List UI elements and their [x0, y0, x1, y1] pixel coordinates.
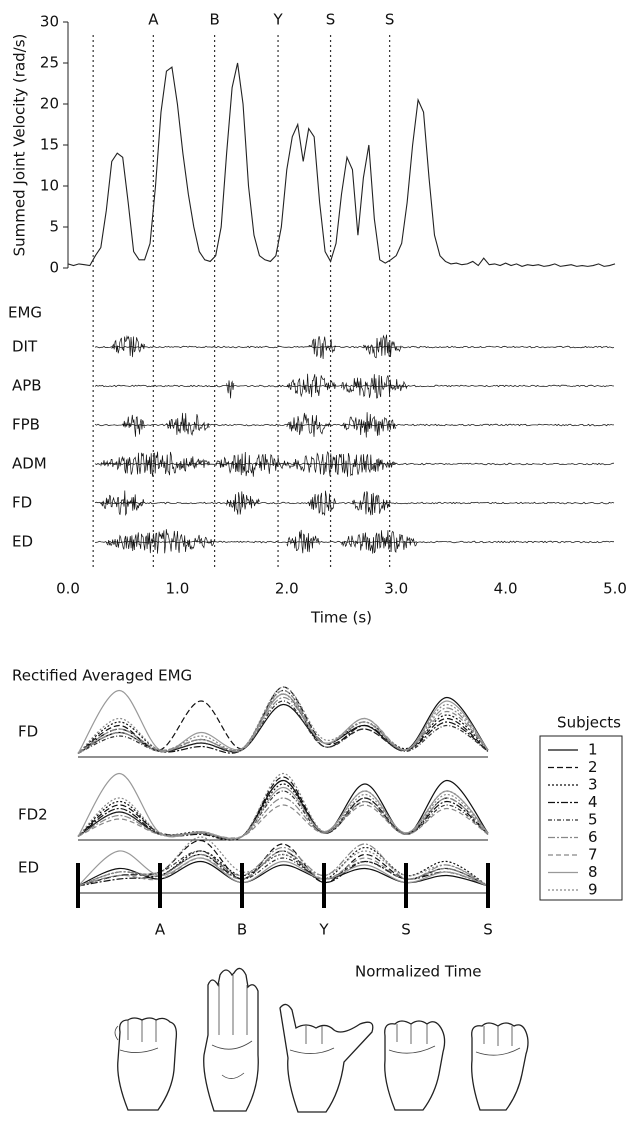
emg-row-label: APB	[12, 377, 42, 395]
y-tick-label: 20	[40, 95, 59, 113]
emg-baseline	[94, 501, 615, 505]
panel-label: FD	[18, 723, 38, 741]
subject-line	[77, 797, 489, 840]
subject-line	[77, 686, 489, 754]
emg-burst	[286, 412, 331, 437]
legend-label: 2	[588, 758, 598, 776]
velocity-line	[67, 62, 616, 267]
emg-row-label: FPB	[12, 416, 40, 434]
emg-burst	[100, 490, 145, 516]
segment-label: S	[401, 921, 411, 939]
event-label: Y	[272, 11, 283, 29]
emg-burst	[308, 336, 337, 360]
segment-label: B	[237, 921, 247, 939]
emg-burst	[122, 414, 145, 437]
legend-label: 4	[588, 793, 598, 811]
legend-title: Subjects	[557, 714, 621, 732]
emg-burst	[226, 380, 235, 399]
emg-row-label: DIT	[12, 338, 38, 356]
emg-burst	[286, 373, 336, 398]
y-tick-label: 15	[40, 136, 59, 154]
segment-label: A	[155, 921, 166, 939]
emg-burst	[105, 529, 216, 554]
emg-baseline	[94, 384, 615, 388]
subject-line	[77, 689, 489, 754]
subject-line	[77, 779, 489, 841]
emg-row-label: ADM	[12, 455, 47, 473]
y-tick-label: 10	[40, 177, 59, 195]
subject-line	[77, 696, 489, 755]
emg-burst	[215, 451, 287, 477]
emg-row-label: ED	[12, 533, 33, 551]
x-axis-label: Time (s)	[310, 609, 372, 627]
hand-s2	[471, 1022, 529, 1111]
x-tick-label: 2.0	[275, 580, 299, 598]
emg-burst	[111, 335, 145, 358]
subject-line	[77, 850, 489, 887]
event-label: S	[326, 11, 336, 29]
x-tick-label: 1.0	[165, 580, 189, 598]
emg-burst	[226, 491, 260, 515]
y-tick-label: 5	[49, 218, 59, 236]
emg-burst	[363, 334, 402, 359]
y-tick-label: 25	[40, 54, 59, 72]
emg-title: EMG	[8, 304, 42, 322]
y-tick-label: 0	[49, 259, 59, 277]
subject-line	[77, 850, 489, 887]
x-tick-label: 0.0	[56, 580, 80, 598]
x-tick-label: 3.0	[384, 580, 408, 598]
x-tick-label: 5.0	[603, 580, 627, 598]
legend-box	[539, 735, 623, 901]
y-tick-label: 30	[40, 13, 59, 31]
legend-label: 3	[588, 776, 598, 794]
emg-burst	[341, 374, 408, 399]
segment-label: S	[483, 921, 493, 939]
hand-a	[114, 1017, 178, 1111]
subject-line	[77, 686, 489, 754]
event-label: A	[148, 11, 159, 29]
emg-burst	[100, 451, 210, 477]
y-axis-label: Summed Joint Velocity (rad/s)	[11, 34, 29, 257]
subject-line	[77, 860, 489, 887]
legend-label: 7	[588, 846, 598, 864]
hand-s	[384, 1020, 446, 1111]
emg-baseline	[94, 540, 614, 544]
x-axis-label: Normalized Time	[355, 963, 482, 981]
emg-burst	[352, 491, 391, 516]
subject-line	[77, 850, 489, 887]
event-label: S	[385, 11, 395, 29]
legend-label: 5	[588, 811, 598, 829]
emg-baseline	[94, 345, 615, 349]
hand-y	[279, 1003, 374, 1113]
hand-illustrations	[114, 967, 529, 1113]
legend-label: 6	[588, 828, 598, 846]
rect-emg-title: Rectified Averaged EMG	[12, 667, 192, 685]
subject-line	[77, 846, 489, 887]
emg-burst	[341, 412, 397, 438]
emg-burst	[341, 530, 418, 554]
segment-label: Y	[318, 921, 329, 939]
legend-label: 9	[588, 881, 598, 899]
subject-line	[77, 689, 489, 755]
subject-line	[77, 804, 489, 839]
hand-b	[203, 967, 259, 1112]
panel-label: FD2	[18, 806, 48, 824]
panel-label: ED	[18, 859, 39, 877]
x-tick-label: 4.0	[494, 580, 518, 598]
emg-burst	[286, 529, 320, 554]
emg-burst	[308, 490, 337, 517]
emg-burst	[166, 412, 210, 436]
subject-line	[77, 772, 489, 841]
legend-label: 1	[588, 741, 598, 759]
subject-line	[77, 779, 489, 841]
subject-line	[77, 850, 489, 887]
subject-line	[77, 836, 489, 887]
emg-burst	[286, 450, 396, 477]
legend-label: 8	[588, 863, 598, 881]
emg-row-label: FD	[12, 494, 32, 512]
event-label: B	[209, 11, 219, 29]
